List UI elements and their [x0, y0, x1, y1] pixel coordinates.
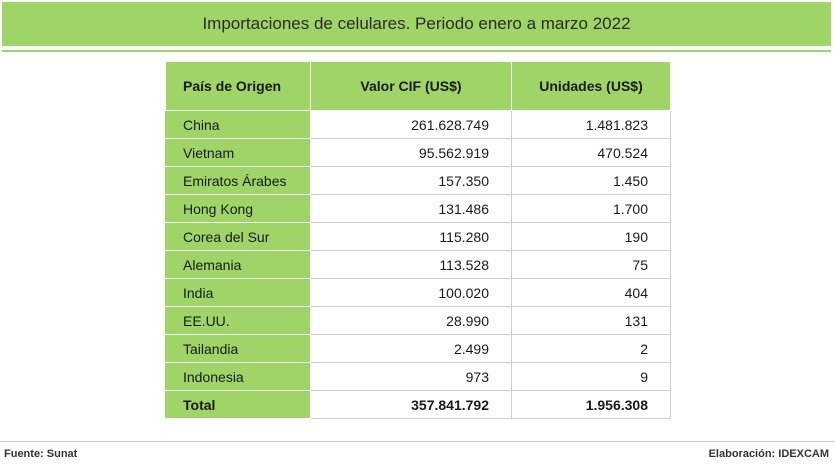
total-cif-cell: 357.841.792: [310, 390, 512, 419]
cif-value-cell: 113.528: [310, 250, 512, 279]
cif-value-cell: 100.020: [310, 278, 512, 307]
units-value-cell: 75: [511, 250, 671, 279]
units-value-cell: 470.524: [511, 138, 671, 167]
table-row: EE.UU. 28.990 131: [165, 306, 671, 335]
total-row: Total 357.841.792 1.956.308: [165, 390, 671, 419]
cif-value-cell: 2.499: [310, 334, 512, 363]
units-value-cell: 9: [511, 362, 671, 391]
country-cell: EE.UU.: [165, 306, 311, 335]
units-value-cell: 131: [511, 306, 671, 335]
units-value-cell: 1.450: [511, 166, 671, 195]
country-cell: China: [165, 110, 311, 139]
units-value-cell: 1.481.823: [511, 110, 671, 139]
source-note: Fuente: Sunat: [4, 448, 78, 460]
table-row: Corea del Sur 115.280 190: [165, 222, 671, 251]
cif-value-cell: 973: [310, 362, 512, 391]
table-header-row: País de Origen Valor CIF (US$) Unidades …: [165, 61, 671, 111]
country-cell: Corea del Sur: [165, 222, 311, 251]
table-row: Tailandia 2.499 2: [165, 334, 671, 363]
country-cell: Hong Kong: [165, 194, 311, 223]
country-cell: India: [165, 278, 311, 307]
country-cell: Vietnam: [165, 138, 311, 167]
table-row: Alemania 113.528 75: [165, 250, 671, 279]
footer-divider: [0, 441, 835, 442]
cif-value-cell: 261.628.749: [310, 110, 512, 139]
table-row: Vietnam 95.562.919 470.524: [165, 138, 671, 167]
title-divider: [2, 50, 831, 52]
country-cell: Indonesia: [165, 362, 311, 391]
table-row: Hong Kong 131.486 1.700: [165, 194, 671, 223]
units-value-cell: 404: [511, 278, 671, 307]
units-value-cell: 1.700: [511, 194, 671, 223]
column-header-cif: Valor CIF (US$): [310, 61, 512, 111]
column-header-units: Unidades (US$): [511, 61, 671, 111]
cif-value-cell: 28.990: [310, 306, 512, 335]
total-units-cell: 1.956.308: [511, 390, 671, 419]
units-value-cell: 190: [511, 222, 671, 251]
country-cell: Alemania: [165, 250, 311, 279]
imports-table: País de Origen Valor CIF (US$) Unidades …: [165, 61, 671, 419]
credit-note: Elaboración: IDEXCAM: [708, 448, 829, 460]
cif-value-cell: 115.280: [310, 222, 512, 251]
table-row: Emiratos Árabes 157.350 1.450: [165, 166, 671, 195]
table-row: Indonesia 973 9: [165, 362, 671, 391]
table-title-text: Importaciones de celulares. Periodo ener…: [202, 14, 631, 33]
units-value-cell: 2: [511, 334, 671, 363]
total-label-cell: Total: [165, 390, 311, 419]
table-title: Importaciones de celulares. Periodo ener…: [2, 2, 831, 46]
cif-value-cell: 95.562.919: [310, 138, 512, 167]
cif-value-cell: 157.350: [310, 166, 512, 195]
table-body: China 261.628.749 1.481.823 Vietnam 95.562.9…: [165, 110, 671, 419]
cif-value-cell: 131.486: [310, 194, 512, 223]
column-header-country: País de Origen: [165, 61, 311, 111]
table-row: China 261.628.749 1.481.823: [165, 110, 671, 139]
country-cell: Tailandia: [165, 334, 311, 363]
table-row: India 100.020 404: [165, 278, 671, 307]
country-cell: Emiratos Árabes: [165, 166, 311, 195]
